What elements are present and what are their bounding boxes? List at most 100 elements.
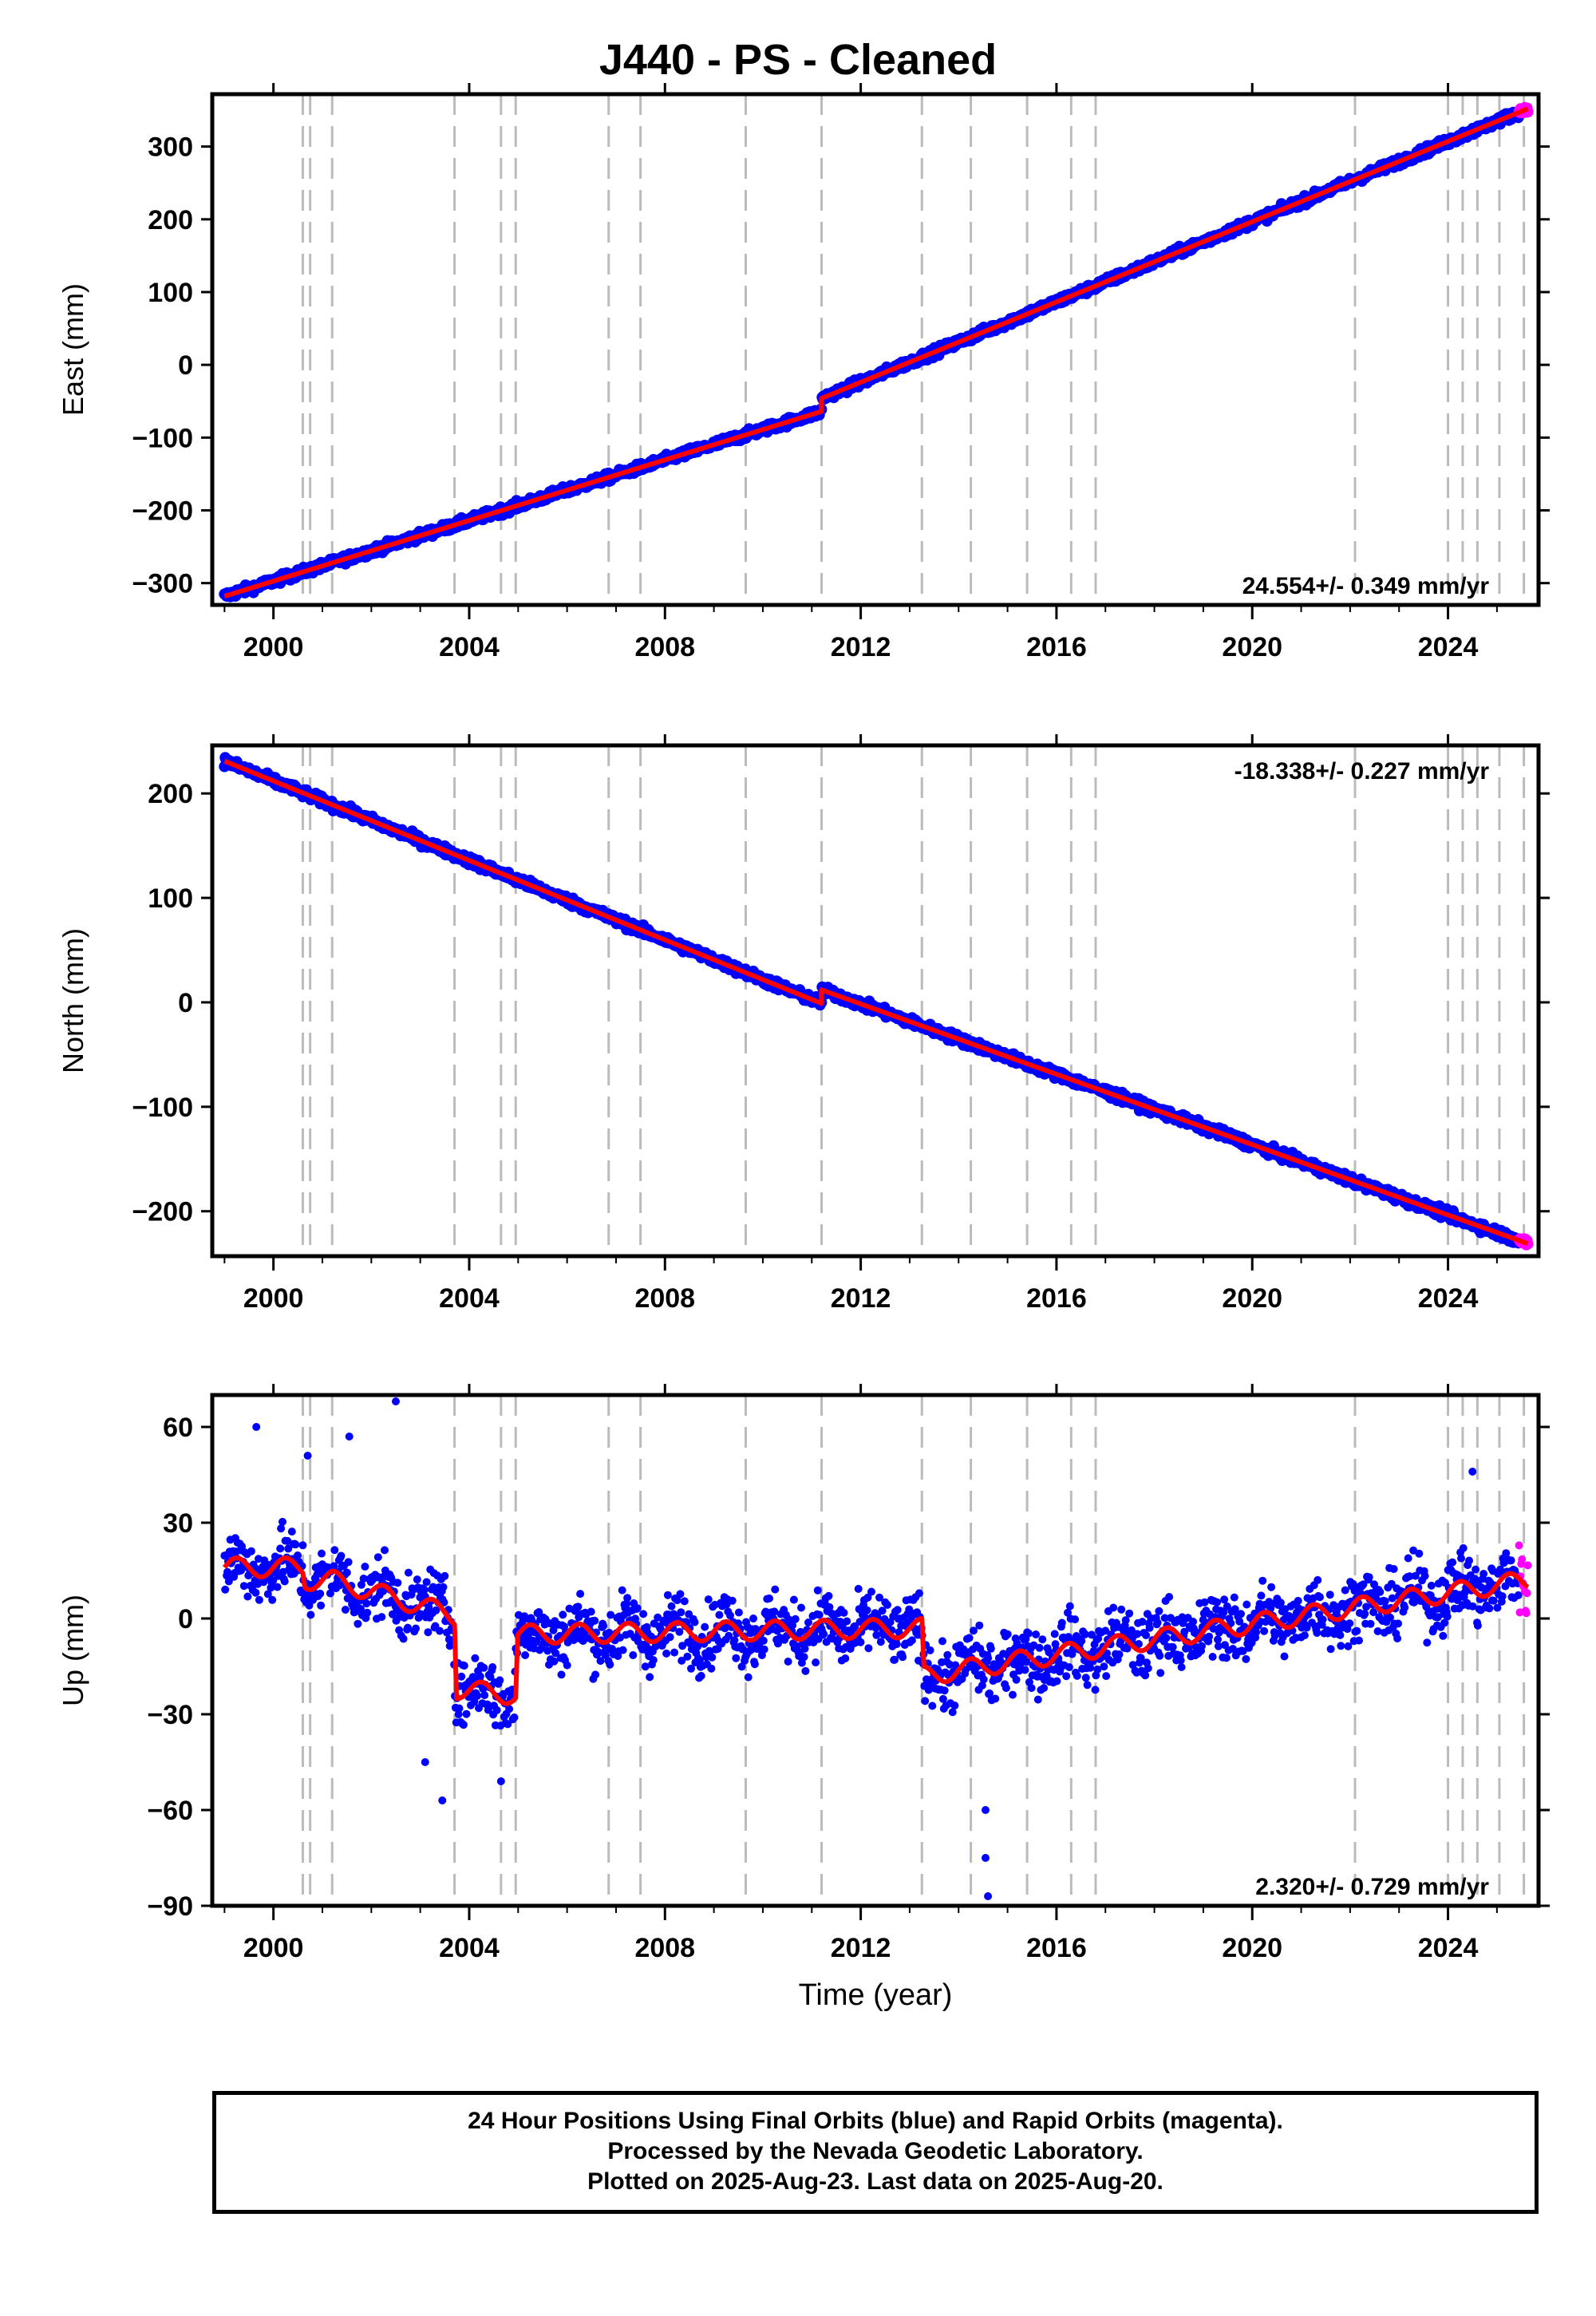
final-point: [393, 1579, 402, 1587]
final-point: [422, 1578, 431, 1587]
panel-frame: [210, 92, 1541, 607]
panel-up: [201, 1384, 1550, 1920]
final-point: [1032, 1630, 1041, 1638]
final-point: [791, 1614, 800, 1623]
final-point: [618, 1646, 627, 1654]
final-point: [759, 1636, 768, 1645]
x-tick-label: 2012: [831, 632, 891, 662]
final-point: [951, 1661, 960, 1670]
final-point: [413, 1575, 421, 1584]
y-axis-label: East (mm): [57, 283, 89, 416]
final-point: [239, 1582, 248, 1591]
x-tick-label: 2008: [634, 1283, 695, 1314]
y-tick-label: −200: [132, 496, 193, 526]
final-point: [824, 1591, 833, 1600]
final-point: [359, 1575, 368, 1583]
final-point: [221, 1585, 230, 1594]
y-tick-label: 100: [148, 278, 193, 308]
final-point: [306, 1611, 315, 1619]
final-point: [462, 1709, 471, 1718]
final-point: [1009, 1690, 1017, 1699]
final-point: [843, 1617, 851, 1626]
final-point: [673, 1596, 681, 1605]
final-point: [940, 1686, 949, 1695]
final-point: [454, 1710, 463, 1719]
final-point: [891, 1655, 899, 1664]
y-tick-label: −300: [132, 569, 193, 599]
final-point: [255, 1595, 263, 1604]
final-point: [629, 1651, 638, 1659]
final-point: [765, 1594, 773, 1603]
final-point: [666, 1633, 674, 1642]
final-point: [864, 1644, 873, 1653]
final-point: [938, 1637, 946, 1646]
final-point: [341, 1606, 350, 1614]
panel-frame: [210, 743, 1541, 1259]
final-point: [872, 1630, 881, 1639]
final-point: [878, 1607, 887, 1615]
final-point: [825, 1603, 834, 1611]
final-point: [510, 1713, 519, 1721]
final-point: [1065, 1602, 1074, 1611]
final-point: [505, 1705, 514, 1713]
final-point: [855, 1618, 864, 1626]
final-point: [373, 1553, 382, 1562]
final-point: [1071, 1615, 1080, 1624]
final-point: [276, 1544, 285, 1553]
x-tick-label: 2024: [1418, 632, 1479, 662]
final-point: [563, 1661, 571, 1670]
final-point: [1073, 1671, 1081, 1680]
final-point: [591, 1670, 600, 1679]
final-point: [425, 1603, 433, 1611]
final-point: [596, 1657, 605, 1666]
final-point: [875, 1593, 883, 1602]
final-point: [436, 1626, 444, 1635]
final-point: [357, 1580, 365, 1589]
final-point: [677, 1608, 685, 1617]
final-point: [492, 1705, 501, 1714]
final-point: [899, 1653, 907, 1662]
x-tick-label: 2020: [1222, 632, 1282, 662]
model-line-east: [223, 106, 1529, 599]
final-point: [618, 1586, 626, 1595]
final-point: [1040, 1684, 1049, 1693]
final-point: [670, 1648, 679, 1657]
final-point: [1062, 1672, 1071, 1681]
final-point: [460, 1662, 468, 1670]
final-point: [606, 1611, 615, 1619]
final-point: [1077, 1637, 1086, 1646]
x-tick-label: 2020: [1222, 1283, 1282, 1314]
final-point: [854, 1584, 863, 1593]
final-point: [471, 1654, 480, 1662]
points-up: [220, 1397, 1532, 1900]
final-point: [804, 1618, 812, 1626]
y-tick-label: 0: [178, 350, 193, 381]
final-point: [330, 1546, 339, 1555]
x-tick-label: 2016: [1026, 632, 1087, 662]
final-point: [943, 1650, 952, 1659]
final-point: [683, 1652, 692, 1661]
final-point: [750, 1660, 759, 1669]
final-point: [317, 1601, 326, 1610]
x-tick-label: 2012: [831, 1283, 891, 1314]
final-point: [744, 1673, 753, 1682]
y-tick-label: −100: [132, 423, 193, 453]
final-point: [404, 1623, 412, 1632]
x-tick-label: 2000: [243, 1283, 304, 1314]
final-point: [639, 1610, 648, 1618]
final-point: [801, 1666, 810, 1675]
final-point: [439, 1583, 448, 1591]
final-point: [883, 1601, 891, 1609]
final-point: [938, 1694, 947, 1703]
final-point: [737, 1662, 746, 1671]
final-point: [243, 1592, 252, 1601]
final-point: [606, 1660, 614, 1669]
final-point: [342, 1568, 351, 1577]
final-point: [928, 1701, 937, 1710]
final-point: [675, 1627, 684, 1636]
final-point: [863, 1606, 871, 1614]
final-point: [476, 1672, 484, 1681]
final-point: [907, 1636, 916, 1645]
final-point: [812, 1658, 820, 1667]
final-point: [480, 1663, 488, 1672]
